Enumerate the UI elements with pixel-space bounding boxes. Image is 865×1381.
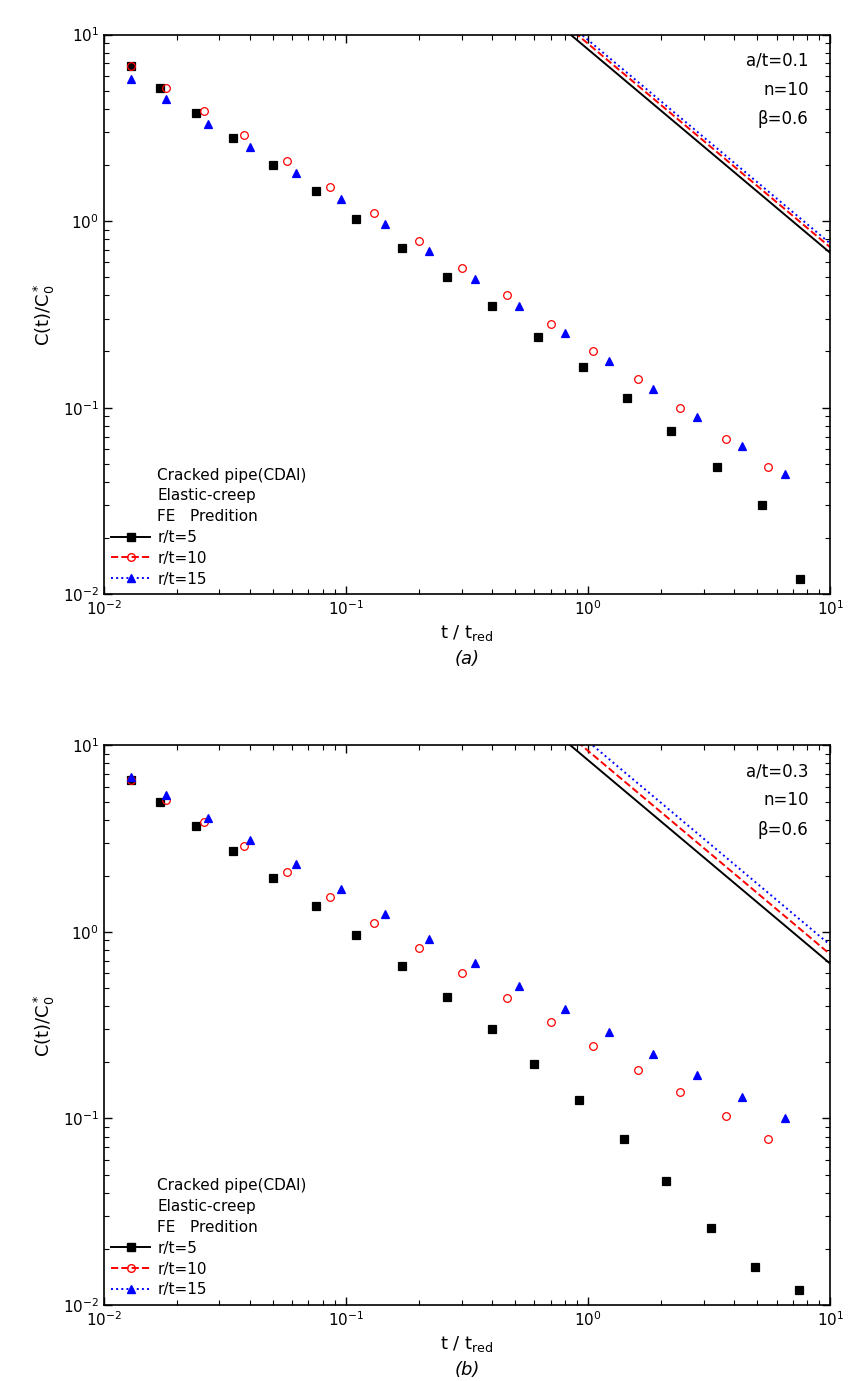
X-axis label: t / t$_{\mathregular{red}}$: t / t$_{\mathregular{red}}$ [440,1334,494,1355]
Text: (a): (a) [455,650,479,668]
Y-axis label: C(t)/C$_{\mathregular{0}}^*$: C(t)/C$_{\mathregular{0}}^*$ [32,994,57,1056]
Text: a/t=0.3
n=10
β=0.6: a/t=0.3 n=10 β=0.6 [746,762,809,838]
Text: (b): (b) [454,1362,480,1380]
Text: a/t=0.1
n=10
β=0.6: a/t=0.1 n=10 β=0.6 [746,51,809,127]
X-axis label: t / t$_{\mathregular{red}}$: t / t$_{\mathregular{red}}$ [440,623,494,644]
Y-axis label: C(t)/C$_{\mathregular{0}}^*$: C(t)/C$_{\mathregular{0}}^*$ [32,283,57,345]
Legend: Cracked pipe(CDAI), Elastic-creep, FE   Predition, r/t=5, r/t=10, r/t=15: Cracked pipe(CDAI), Elastic-creep, FE Pr… [112,1178,307,1297]
Legend: Cracked pipe(CDAI), Elastic-creep, FE   Predition, r/t=5, r/t=10, r/t=15: Cracked pipe(CDAI), Elastic-creep, FE Pr… [112,468,307,587]
